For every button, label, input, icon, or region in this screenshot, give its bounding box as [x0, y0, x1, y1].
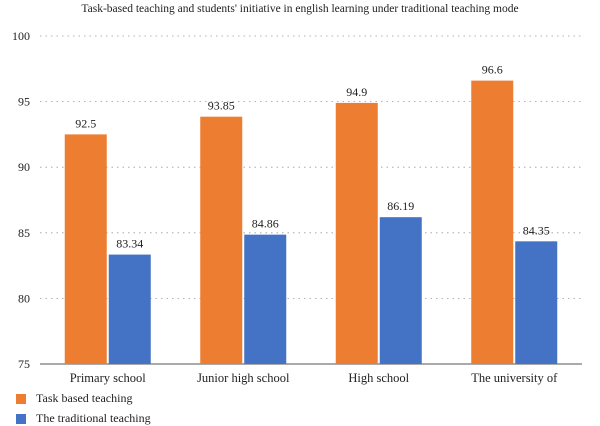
- bar-traditional: [244, 234, 287, 364]
- bar-traditional: [108, 254, 151, 364]
- y-tick-label: 100: [12, 29, 30, 43]
- data-label: 96.6: [482, 63, 503, 77]
- chart-title: Task-based teaching and students' initia…: [81, 3, 519, 15]
- bar-task-based: [335, 102, 378, 365]
- y-tick-label: 90: [18, 160, 30, 174]
- bar-task-based: [471, 80, 514, 364]
- y-tick-label: 85: [18, 226, 30, 240]
- legend-item-task-based: Task based teaching: [16, 391, 132, 406]
- legend-item-traditional: The traditional teaching: [16, 411, 151, 426]
- x-tick-label: The university of: [471, 371, 558, 385]
- legend-swatch-blue: [16, 413, 26, 424]
- bar-task-based: [64, 134, 107, 364]
- bar-traditional: [515, 241, 558, 364]
- y-tick-label: 80: [18, 291, 30, 305]
- legend-label: The traditional teaching: [36, 411, 151, 425]
- data-label: 83.34: [116, 237, 143, 251]
- x-tick-label: Primary school: [70, 371, 147, 385]
- y-tick-label: 75: [18, 357, 30, 371]
- data-label: 94.9: [346, 85, 367, 99]
- data-label: 93.85: [208, 99, 235, 113]
- x-tick-label: High school: [348, 371, 409, 385]
- data-label: 86.19: [387, 199, 414, 213]
- data-label: 84.86: [252, 217, 279, 231]
- legend-swatch-orange: [16, 393, 26, 404]
- bar-task-based: [200, 116, 243, 364]
- data-label: 84.35: [523, 223, 550, 237]
- bar-traditional: [379, 217, 422, 364]
- legend-label: Task based teaching: [36, 391, 133, 405]
- data-label: 92.5: [75, 116, 96, 130]
- x-tick-label: Junior high school: [197, 371, 290, 385]
- y-tick-label: 95: [18, 95, 30, 109]
